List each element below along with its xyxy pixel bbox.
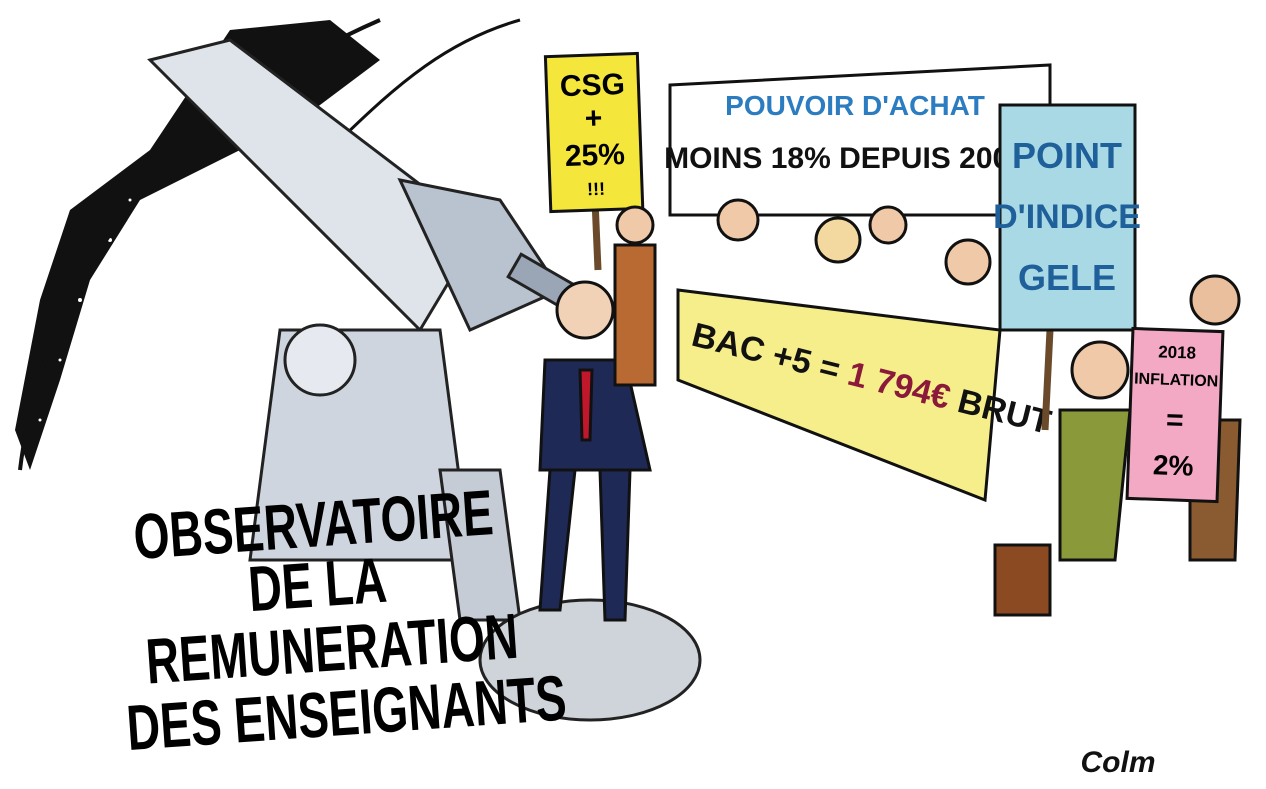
- sign-text: 25%: [564, 138, 625, 173]
- sign-text: +: [584, 102, 603, 136]
- sign-text: CSG: [559, 68, 625, 103]
- man-figure: [538, 280, 652, 622]
- dome-edge: [18, 18, 381, 471]
- banner: [668, 63, 1052, 217]
- sign-board: [1125, 326, 1225, 504]
- protesters: [613, 198, 992, 387]
- csg-sign: CSG + 25% !!!: [543, 51, 645, 214]
- signature: Colm: [1081, 746, 1156, 779]
- sign-board: [543, 51, 645, 214]
- label-line: DE LA: [246, 544, 389, 625]
- salary-banner: [676, 288, 1002, 503]
- stars: [38, 58, 252, 422]
- sign-stick: [1041, 329, 1054, 431]
- point-sign: [998, 103, 1137, 332]
- sign-text: D'INDICE: [993, 198, 1141, 236]
- dome-slit: [328, 18, 521, 152]
- platform: [478, 598, 702, 722]
- sign-text: 2%: [1152, 449, 1194, 481]
- banner-text: MOINS 18% DEPUIS 2000: [664, 142, 1026, 175]
- observatory-label: OBSERVATOIRE DE LA REMUNERATION DES ENSE…: [124, 477, 568, 764]
- telescope: [147, 38, 584, 622]
- sign-text: INFLATION: [1134, 371, 1219, 391]
- sign-text: =: [1165, 404, 1184, 438]
- night-sky: [15, 20, 380, 470]
- inflation-sign: 2018 INFLATION = 2%: [1125, 326, 1225, 504]
- sign-text: POINT: [1012, 135, 1122, 176]
- sign-stick: [591, 199, 602, 271]
- sign-text: GELE: [1018, 257, 1116, 298]
- banner-title: POUVOIR D'ACHAT: [725, 90, 985, 121]
- sign-text: 2018: [1158, 342, 1196, 362]
- sign-text: !!!: [587, 179, 606, 200]
